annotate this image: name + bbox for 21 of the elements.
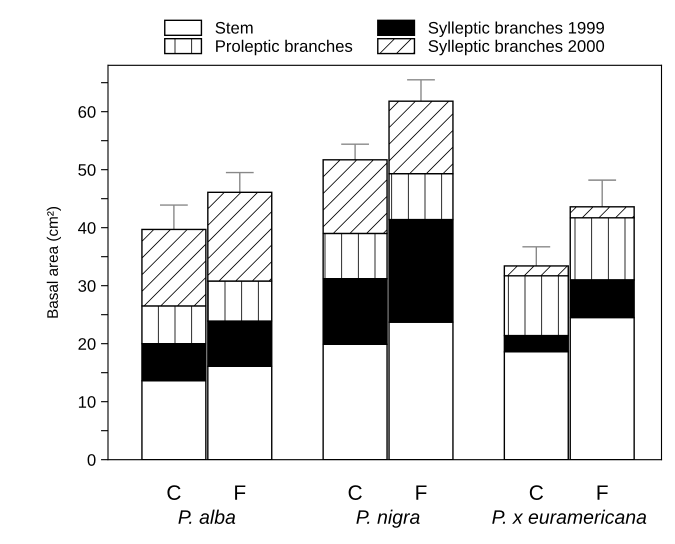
legend-label: Proleptic branches (216, 40, 352, 56)
y-tick-label: 20 (78, 338, 96, 350)
y-tick-label: 60 (78, 106, 96, 118)
legend-label: Stem (216, 22, 253, 34)
y-tick-label: 50 (78, 164, 96, 176)
x-tick-label: F (416, 485, 427, 500)
x-tick-label: F (235, 485, 246, 500)
x-tick-label: C (530, 485, 544, 500)
legend-label: Sylleptic branches 2000 (428, 40, 604, 56)
text: P. alba (178, 510, 236, 524)
x-tick-label: C (348, 485, 362, 500)
y-tick-label: 10 (78, 396, 96, 408)
y-tick-label: 40 (78, 222, 96, 234)
y-tick-label: 30 (78, 280, 96, 292)
legend-label: Sylleptic branches 1999 (428, 21, 604, 37)
y-tick-label: 0 (88, 454, 96, 466)
x-tick-label: F (598, 485, 608, 500)
x-tick-label: C (167, 485, 181, 500)
text: P. x euramericana (492, 510, 646, 524)
y-axis-title: Basal area (cm²) (46, 206, 61, 318)
text: P. nigra (356, 510, 420, 528)
